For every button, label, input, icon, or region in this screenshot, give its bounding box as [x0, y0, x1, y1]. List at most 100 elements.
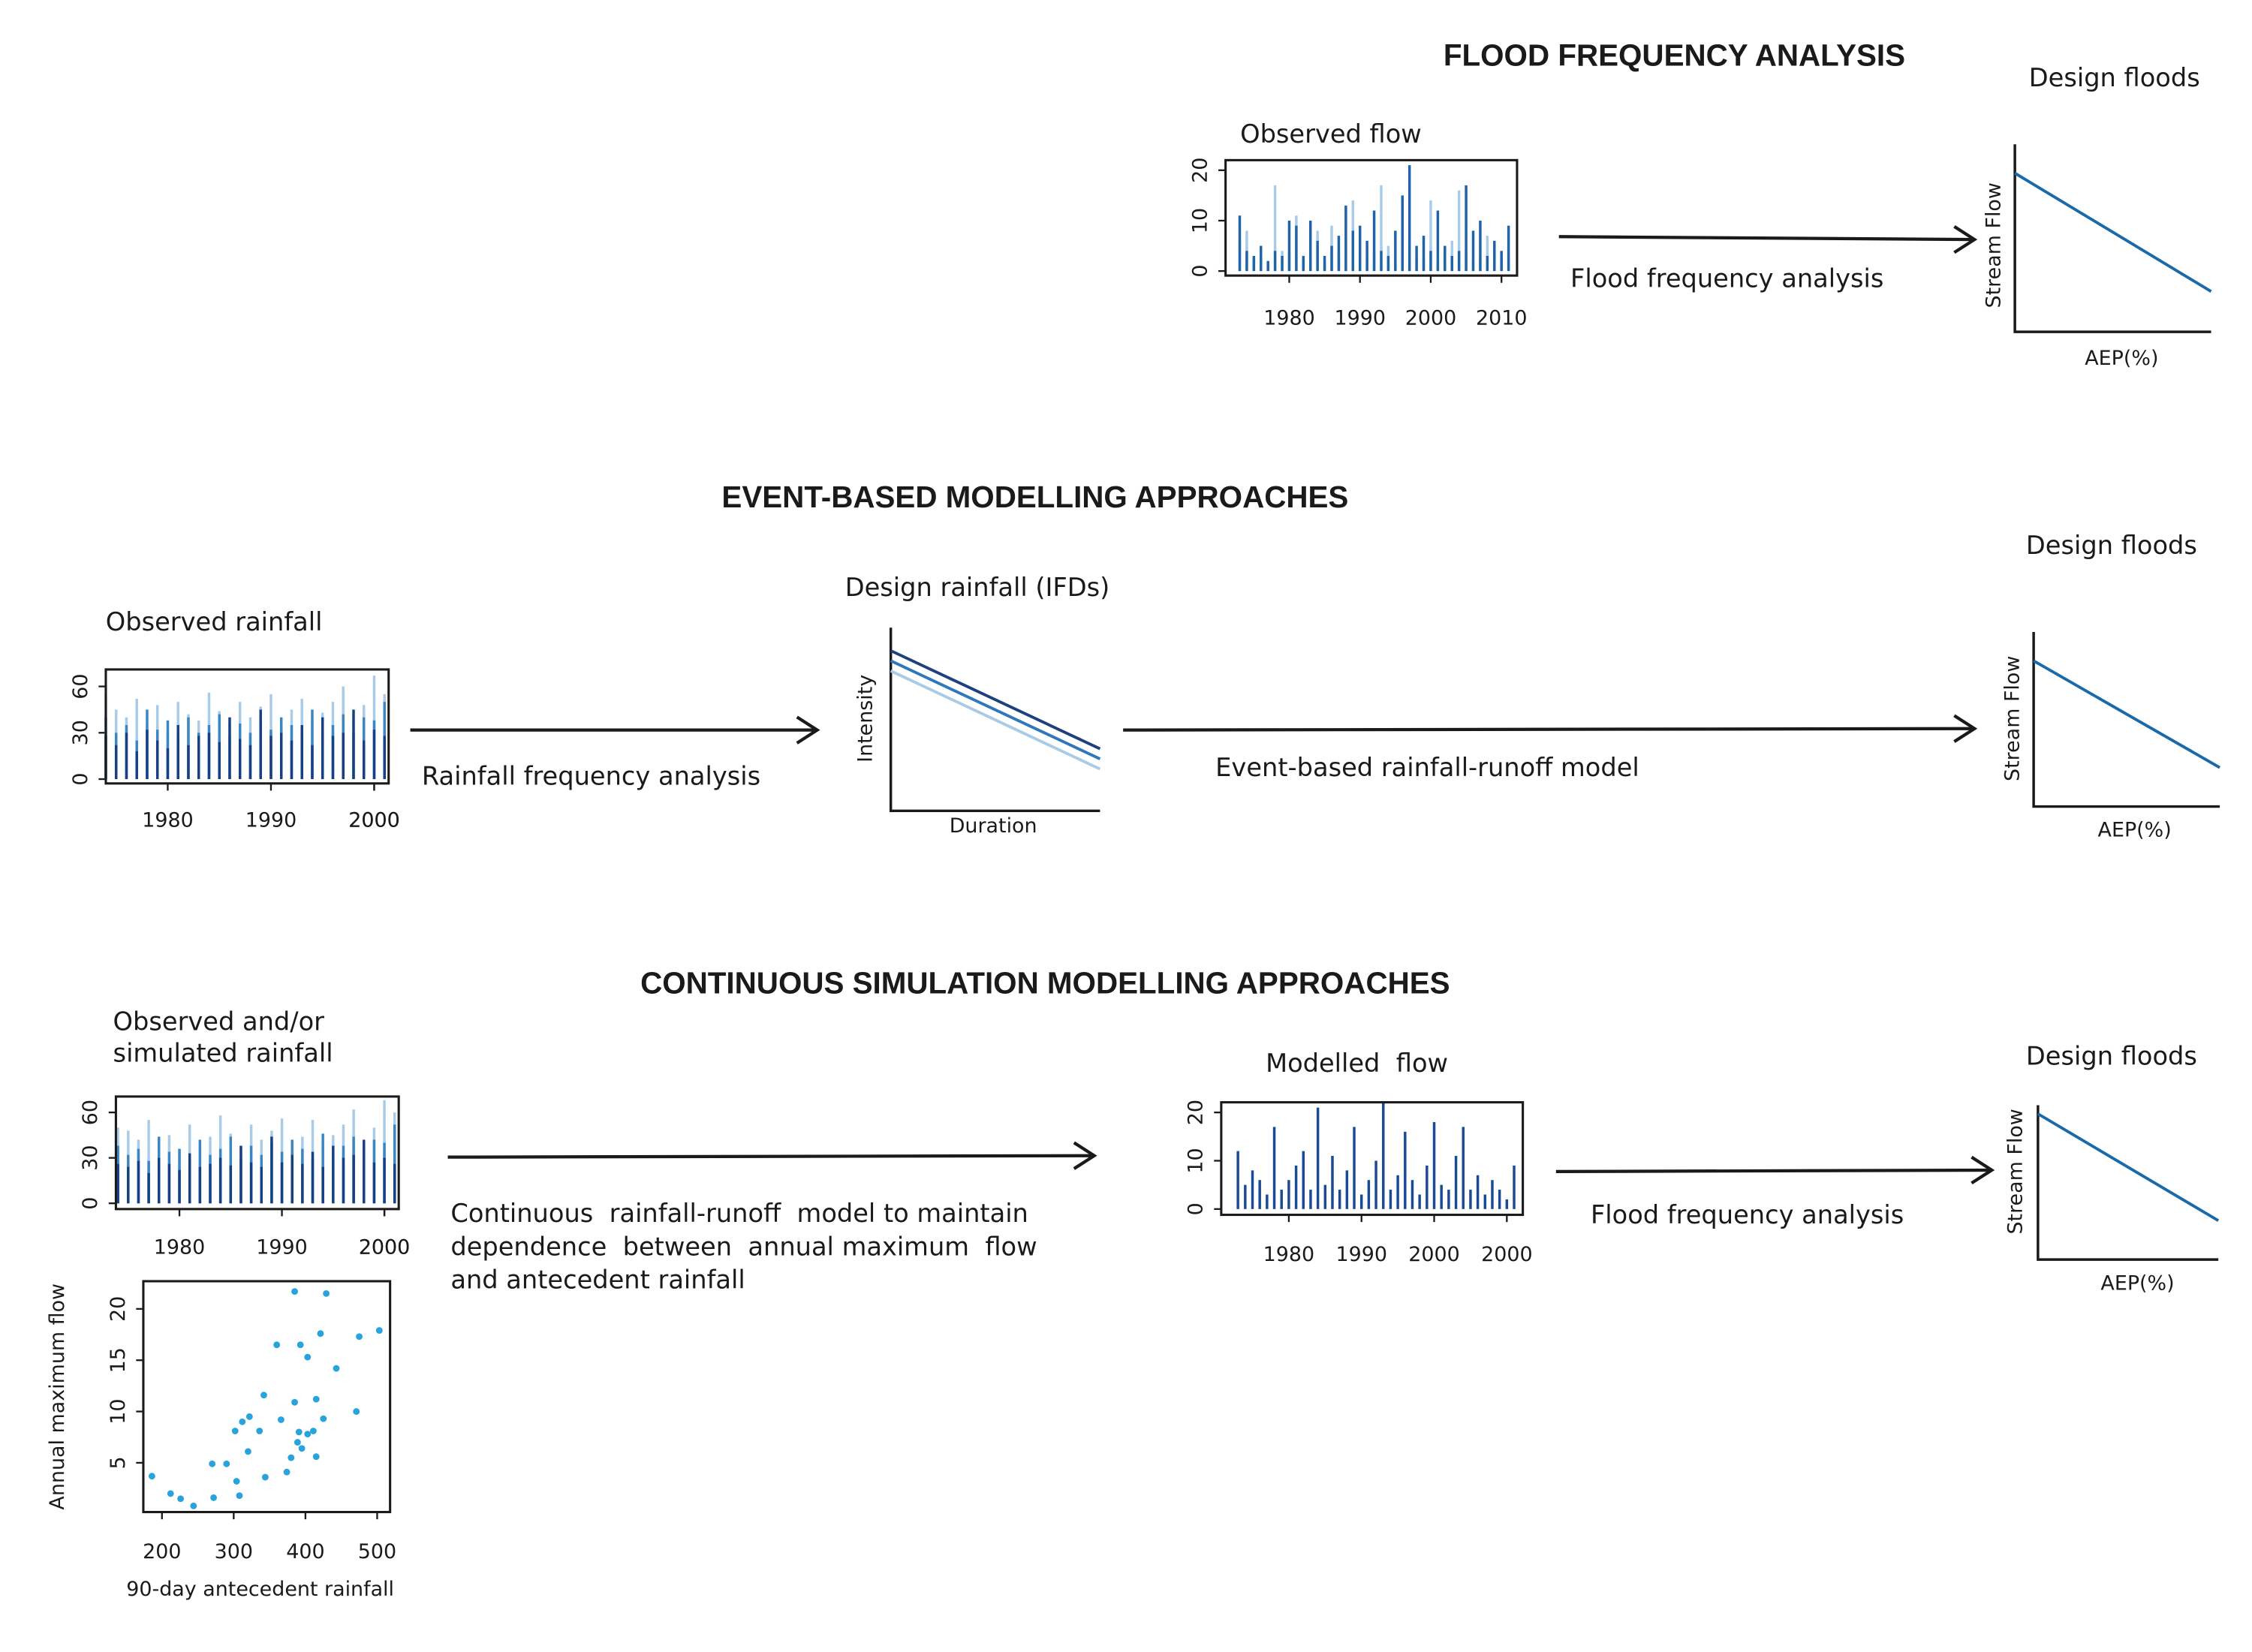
bar	[1309, 220, 1312, 272]
bar	[1245, 251, 1248, 272]
design-floods-title: Design floods	[2026, 1042, 2197, 1071]
bar	[1273, 185, 1277, 272]
bar	[1450, 255, 1453, 272]
plot-frame	[1224, 158, 1519, 277]
arrow-label: Rainfall frequency analysis	[422, 762, 760, 791]
bar	[1330, 245, 1333, 272]
x-tick-label: 1980	[1263, 306, 1314, 329]
arrow	[1558, 225, 1978, 254]
y-tick-label: 15	[107, 1347, 130, 1373]
bar	[1272, 1127, 1276, 1209]
chart-title: Observed flow	[1240, 119, 1422, 149]
bar	[146, 730, 149, 780]
bar	[238, 739, 242, 780]
flood-curve	[2033, 659, 2221, 769]
bar	[1294, 1165, 1298, 1209]
x-axis-label: AEP(%)	[2085, 347, 2158, 370]
flood-curve	[2014, 172, 2212, 293]
bar	[1505, 1199, 1509, 1209]
x-tick-label: 200	[143, 1540, 181, 1563]
y-tick-label: 60	[69, 673, 92, 699]
bar	[1394, 230, 1397, 272]
bar	[311, 745, 314, 780]
bar	[1411, 1180, 1414, 1209]
bar	[300, 725, 303, 780]
bar	[1266, 260, 1269, 272]
bar	[1345, 1170, 1349, 1209]
plot-frame	[142, 1280, 392, 1514]
point	[273, 1341, 281, 1349]
point	[294, 1439, 301, 1446]
chart-title: Design rainfall (IFDs)	[845, 573, 1110, 602]
point	[260, 1392, 267, 1399]
plot-frame	[104, 668, 390, 785]
point	[297, 1341, 304, 1349]
arrow-label: and antecedent rainfall	[450, 1265, 745, 1294]
bar	[363, 1139, 366, 1204]
bar	[158, 1157, 161, 1204]
bar	[147, 1172, 150, 1204]
bar	[1500, 251, 1503, 272]
bar	[207, 733, 211, 780]
bar	[270, 1136, 273, 1204]
x-tick-label: 1990	[245, 808, 297, 832]
point	[167, 1490, 174, 1497]
bar	[1252, 255, 1256, 272]
bar	[1244, 1184, 1247, 1209]
bar	[1491, 1180, 1494, 1209]
bar	[1302, 1151, 1305, 1209]
bar	[1479, 220, 1482, 272]
bar	[114, 745, 118, 780]
bar	[1331, 1156, 1334, 1209]
bar	[1280, 1190, 1283, 1209]
x-tick-label: 2000	[1481, 1243, 1532, 1266]
point	[298, 1445, 306, 1452]
ifd-curve	[890, 670, 1101, 771]
design-floods-title: Design floods	[2026, 531, 2197, 560]
bar	[1429, 200, 1432, 272]
y-tick-label: 60	[79, 1100, 102, 1125]
point	[209, 1460, 216, 1467]
point	[245, 1413, 253, 1420]
point	[283, 1468, 291, 1476]
point	[261, 1473, 269, 1481]
chart-title: Modelled flow	[1266, 1049, 1448, 1078]
bar	[1309, 1190, 1312, 1209]
bar	[1287, 1180, 1290, 1209]
chart-title: simulated rainfall	[113, 1039, 333, 1068]
bar	[1316, 1107, 1320, 1209]
y-axis-label: Annual maximum flow	[46, 1283, 69, 1510]
bar	[290, 740, 294, 780]
point	[323, 1289, 330, 1297]
bar	[1454, 1156, 1458, 1209]
arrow-label: Event-based rainfall-runoff model	[1215, 753, 1639, 782]
x-tick-label: 2000	[348, 808, 399, 832]
arrow-label: Flood frequency analysis	[1570, 263, 1883, 293]
y-axis-label: Stream Flow	[2001, 656, 2025, 781]
bar	[135, 751, 138, 780]
section-title: EVENT-BASED MODELLING APPROACHES	[721, 480, 1348, 514]
point	[295, 1428, 303, 1436]
bar	[197, 736, 200, 780]
bar	[1465, 185, 1468, 272]
plot-frame	[114, 1095, 400, 1211]
bar	[1444, 245, 1447, 272]
bar	[1401, 195, 1404, 272]
point	[288, 1454, 295, 1461]
point	[317, 1330, 324, 1338]
point	[304, 1353, 312, 1361]
bar	[1389, 1190, 1392, 1209]
bar	[352, 1154, 355, 1204]
point	[277, 1416, 285, 1423]
bar	[249, 1162, 253, 1204]
bar	[1316, 240, 1319, 272]
point	[312, 1395, 320, 1403]
bar	[218, 1157, 222, 1204]
bar	[259, 709, 262, 780]
bar	[1507, 225, 1510, 272]
bar	[1295, 225, 1298, 272]
axes	[2037, 1105, 2219, 1261]
bar	[1432, 1121, 1436, 1209]
point	[239, 1418, 246, 1425]
